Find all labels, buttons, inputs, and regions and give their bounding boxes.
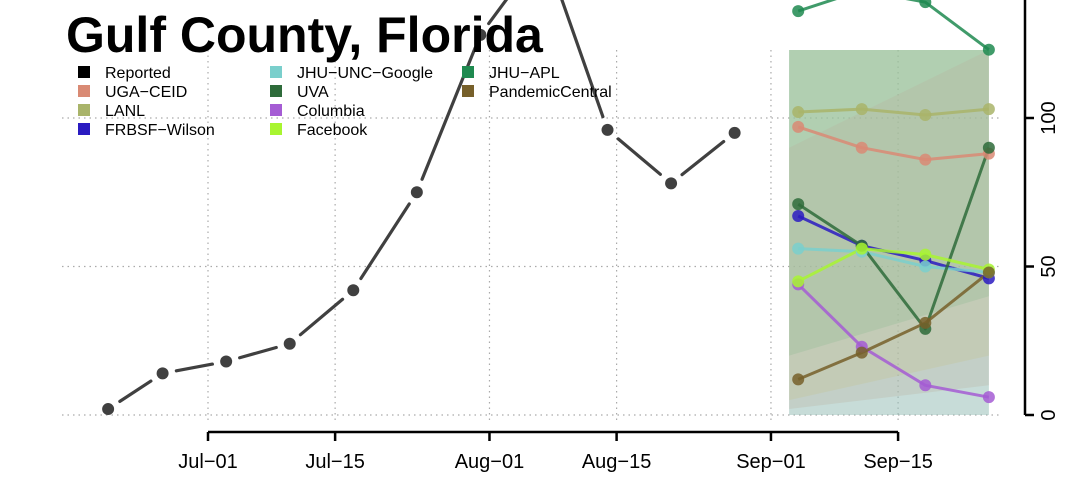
legend-swatch xyxy=(78,104,90,116)
legend-label: UVA xyxy=(297,84,329,101)
reported-line-segment xyxy=(118,379,153,403)
legend-label: LANL xyxy=(105,103,145,120)
forecast-point xyxy=(919,153,932,166)
legend-swatch xyxy=(270,123,282,135)
forecast-point xyxy=(855,103,868,116)
x-tick-label: Jul−15 xyxy=(305,451,365,473)
forecast-point xyxy=(792,198,805,211)
reported-point xyxy=(283,337,296,350)
legend-label: FRBSF−Wilson xyxy=(105,122,215,139)
forecast-point xyxy=(855,141,868,154)
forecast-point xyxy=(982,103,995,116)
reported-point xyxy=(665,177,678,190)
forecast-point xyxy=(792,106,805,119)
legend-swatch xyxy=(270,85,282,97)
x-tick-label: Aug−15 xyxy=(582,451,652,473)
reported-line-segment xyxy=(616,137,662,176)
forecast-line xyxy=(797,283,990,399)
chart-title: Gulf County, Florida xyxy=(66,7,544,63)
forecast-point xyxy=(855,346,868,359)
forecast-point xyxy=(919,260,932,273)
forecast-point xyxy=(919,316,932,329)
legend: Reported UGA−CEID LANL FRBSF−Wilson JHU−UNC−… xyxy=(78,65,612,139)
reported-point xyxy=(347,284,360,297)
forecast-point xyxy=(919,248,932,261)
forecast-line xyxy=(798,247,990,274)
reported-point xyxy=(156,367,169,380)
y-tick-label: 100 xyxy=(1038,101,1060,134)
axes: Jul−01 Jul−15 Aug−01 Aug−15 Sep−01 Sep−15 0 50 1… xyxy=(178,0,1060,473)
reported-point xyxy=(220,355,233,368)
grid-lines xyxy=(62,50,1002,424)
legend-label: PandemicCentral xyxy=(489,84,612,101)
legend-label: Reported xyxy=(105,65,171,82)
forecast-point xyxy=(792,242,805,255)
x-tick-label: Jul−01 xyxy=(178,451,238,473)
x-tick-label: Sep−15 xyxy=(863,451,933,473)
reported-point xyxy=(102,403,115,416)
legend-label: Facebook xyxy=(297,122,368,139)
reported-line-segment xyxy=(238,345,278,360)
forecast-point xyxy=(982,43,995,56)
forecast-point xyxy=(792,5,805,18)
forecast-point xyxy=(792,120,805,133)
legend-label: UGA−CEID xyxy=(105,84,187,101)
forecast-point xyxy=(919,0,932,9)
legend-swatch xyxy=(78,66,90,78)
reported-line-segment xyxy=(298,297,345,337)
forecast-line xyxy=(798,107,990,117)
forecast-point xyxy=(792,275,805,288)
legend-label: Columbia xyxy=(297,103,365,120)
reported-point xyxy=(728,126,741,139)
forecast-point xyxy=(919,109,932,122)
x-tick-label: Sep−01 xyxy=(736,451,806,473)
series-points xyxy=(102,0,995,416)
forecast-point xyxy=(855,242,868,255)
forecast-point xyxy=(919,379,932,392)
y-tick-label: 0 xyxy=(1038,409,1060,420)
series-lines xyxy=(118,0,991,403)
y-tick-label: 50 xyxy=(1038,255,1060,277)
reported-point xyxy=(474,28,487,41)
forecast-interval-band xyxy=(789,50,989,356)
reported-line-segment xyxy=(680,139,726,177)
reported-point xyxy=(410,186,423,199)
reported-line-segment xyxy=(359,202,411,281)
legend-swatch xyxy=(78,85,90,97)
forecast-line xyxy=(797,0,990,51)
legend-swatch xyxy=(462,85,474,97)
forecast-point xyxy=(982,141,995,154)
forecast-point xyxy=(792,210,805,223)
forecast-point xyxy=(792,373,805,386)
reported-line-segment xyxy=(487,0,509,26)
forecast-point xyxy=(982,266,995,279)
forecast-line xyxy=(797,147,991,331)
forecast-point xyxy=(982,391,995,404)
legend-swatch xyxy=(462,66,474,78)
legend-label: JHU−UNC−Google xyxy=(297,65,433,82)
x-tick-label: Aug−01 xyxy=(455,451,525,473)
forecast-line xyxy=(797,125,990,162)
legend-swatch xyxy=(270,104,282,116)
forecast-line xyxy=(797,271,990,381)
reported-point xyxy=(601,123,614,136)
legend-swatch xyxy=(270,66,282,78)
forecast-line xyxy=(797,247,990,283)
legend-swatch xyxy=(78,123,90,135)
reported-line-segment xyxy=(174,362,214,373)
legend-label: JHU−APL xyxy=(489,65,560,82)
reported-line-segment xyxy=(560,0,605,119)
